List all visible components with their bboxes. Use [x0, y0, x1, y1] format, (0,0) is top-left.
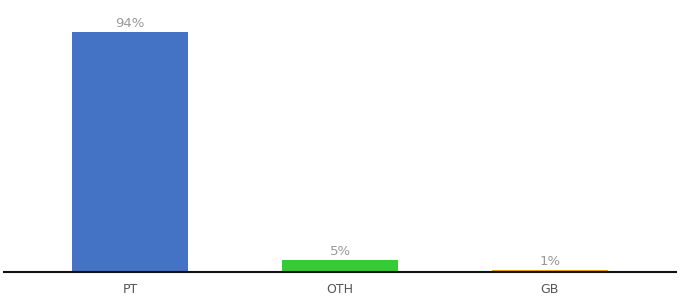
- Bar: [282, 260, 398, 272]
- Text: 94%: 94%: [116, 17, 145, 30]
- Text: 5%: 5%: [329, 244, 351, 258]
- Bar: [492, 270, 608, 272]
- Text: 1%: 1%: [539, 255, 560, 268]
- Bar: [72, 32, 188, 272]
